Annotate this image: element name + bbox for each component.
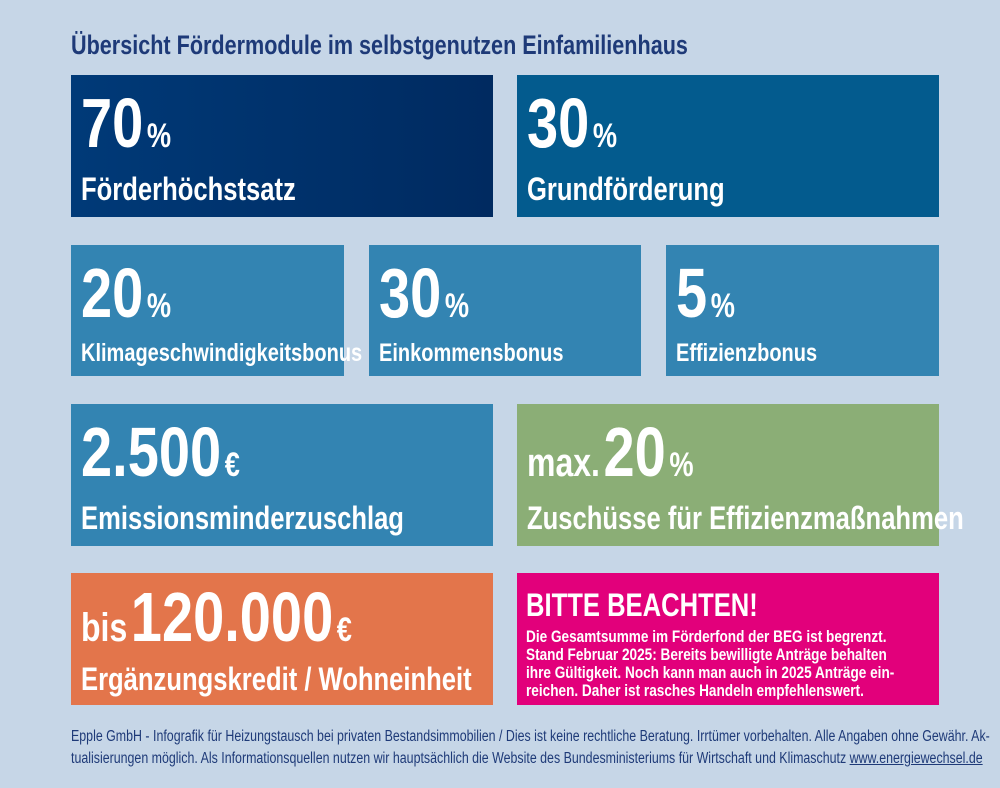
notice-box: BITTE BEACHTEN! Die Gesamtsumme im Förde…: [517, 573, 939, 705]
tile-max-rate: 70 % Förderhöchstsatz: [71, 75, 493, 217]
tile-emission-surcharge: 2.500 € Emissionsminderzuschlag: [71, 404, 493, 546]
notice-text: Die Gesamtsumme im Förderfond der BEG is…: [526, 627, 895, 700]
energiewechsel-link[interactable]: www.energiewechsel.de: [849, 750, 983, 767]
tile-efficiency-measures: max. 20 % Zuschüsse für Effizienzmaßnahm…: [517, 404, 964, 546]
tile-income-bonus: 30 % Einkommensbonus: [369, 245, 641, 376]
tile-supplementary-loan: bis 120.000 € Ergänzungskredit / Wohnein…: [71, 573, 493, 705]
tile-climate-bonus: 20 % Klimageschwindigkeitsbonus: [71, 245, 362, 376]
page-title: Übersicht Fördermodule im selbstgenutzen…: [71, 30, 688, 60]
tile-efficiency-bonus: 5 % Effizienzbonus: [666, 245, 939, 376]
footer-disclaimer: Epple GmbH - Infografik für Heizungstaus…: [71, 728, 990, 767]
tile-base-rate: 30 % Grundförderung: [517, 75, 939, 217]
notice-heading: BITTE BEACHTEN!: [526, 587, 758, 623]
